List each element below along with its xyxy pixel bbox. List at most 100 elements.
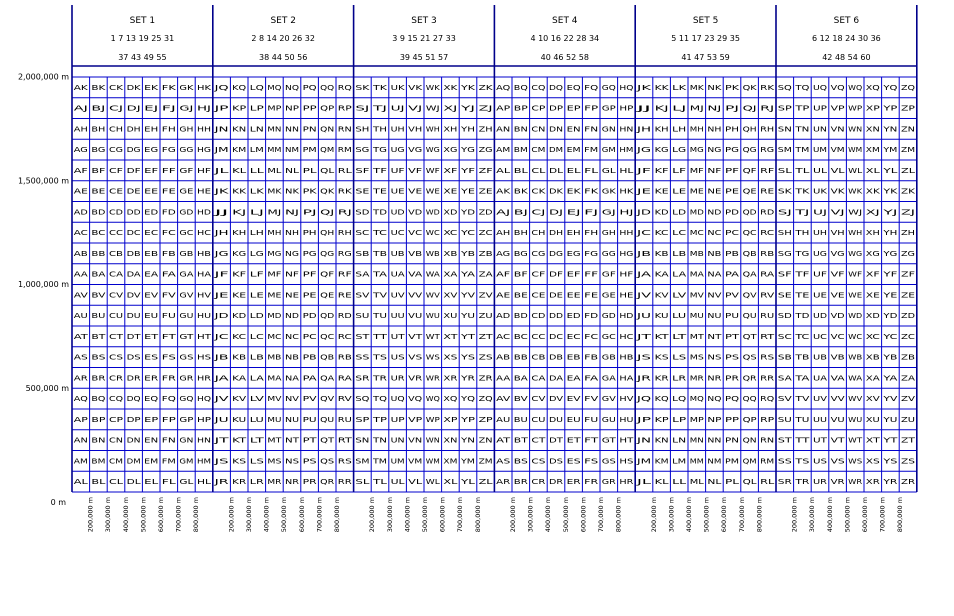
square-id-cell: AJ xyxy=(496,208,510,216)
x-axis-label: 200,000 m xyxy=(368,497,376,532)
square-id-cell: HA xyxy=(197,271,211,279)
x-axis-label: 200,000 m xyxy=(509,497,517,532)
square-id-cell: MS xyxy=(690,354,705,362)
square-id-cell: EJ xyxy=(144,105,158,113)
square-id-cell: UL xyxy=(813,167,827,175)
square-id-cell: DQ xyxy=(127,395,142,403)
square-id-cell: NL xyxy=(707,478,721,486)
x-axis-label: 300,000 m xyxy=(245,497,253,532)
square-id-cell: LA xyxy=(250,374,264,382)
square-id-cell: ES xyxy=(144,354,159,362)
square-id-cell: JF xyxy=(635,167,651,175)
square-id-cell: UF xyxy=(391,167,405,175)
square-id-cell: LB xyxy=(672,250,686,258)
square-id-cell: DK xyxy=(127,84,142,92)
square-id-cell: MH xyxy=(690,125,704,133)
square-id-cell: SU xyxy=(355,312,369,320)
square-id-cell: PS xyxy=(303,457,318,465)
square-id-cell: TP xyxy=(371,416,387,424)
square-id-cell: VN xyxy=(831,125,845,133)
square-id-cell: LV xyxy=(250,395,264,403)
square-id-cell: EU xyxy=(567,416,581,424)
square-id-cell: GA xyxy=(602,374,616,382)
square-id-cell: EL xyxy=(144,478,158,486)
square-id-cell: UB xyxy=(813,354,827,362)
square-id-cell: PB xyxy=(725,250,739,258)
square-id-cell: UE xyxy=(391,188,405,196)
x-axis-label: 600,000 m xyxy=(157,497,165,532)
square-id-cell: LV xyxy=(672,291,686,299)
square-id-cell: RM xyxy=(760,457,774,465)
square-id-cell: AE xyxy=(74,188,88,196)
square-id-cell: KD xyxy=(232,312,246,320)
square-id-cell: WD xyxy=(426,208,440,216)
square-id-cell: BM xyxy=(91,457,105,465)
square-id-cell: NP xyxy=(285,105,299,113)
square-id-cell: SJ xyxy=(355,105,369,113)
square-id-cell: LE xyxy=(250,291,264,299)
square-id-cell: CL xyxy=(531,167,545,175)
square-id-cell: GR xyxy=(602,478,616,486)
square-id-cell: CG xyxy=(109,146,123,154)
square-id-cell: DR xyxy=(127,374,141,382)
square-id-cell: XT xyxy=(443,333,458,341)
square-id-cell: UG xyxy=(813,250,827,258)
square-id-cell: WQ xyxy=(426,395,441,403)
square-id-cell: TK xyxy=(371,84,387,92)
square-id-cell: LA xyxy=(672,271,686,279)
square-id-cell: MD xyxy=(690,208,704,216)
square-id-cell: AB xyxy=(74,250,88,258)
square-id-cell: UH xyxy=(813,229,827,237)
square-id-cell: RJ xyxy=(338,208,352,216)
x-axis-label: 700,000 m xyxy=(456,497,464,532)
square-id-cell: XH xyxy=(443,125,457,133)
set-title: SET 4 xyxy=(552,16,578,26)
square-id-cell: YS xyxy=(459,354,475,362)
square-id-cell: SV xyxy=(355,291,369,299)
square-id-cell: UD xyxy=(813,312,827,320)
square-id-cell: RP xyxy=(338,105,352,113)
square-id-cell: SM xyxy=(778,146,792,154)
square-id-cell: QL xyxy=(743,478,757,486)
square-id-cell: NP xyxy=(707,416,721,424)
square-id-cell: BU xyxy=(91,312,105,320)
square-id-cell: LU xyxy=(672,312,686,320)
square-id-cell: CR xyxy=(531,478,545,486)
square-id-cell: ZP xyxy=(901,105,915,113)
x-axis: 200,000 m 300,000 m 400,000 m 500,000 m 600,… xyxy=(87,497,905,532)
x-axis-label: 700,000 m xyxy=(175,497,183,532)
square-id-cell: LF xyxy=(672,167,686,175)
square-id-cell: PM xyxy=(303,146,317,154)
square-id-cell: TL xyxy=(794,167,810,175)
square-id-cell: YC xyxy=(882,333,898,341)
square-id-cell: UP xyxy=(813,105,827,113)
square-id-cell: QB xyxy=(320,354,334,362)
square-id-cell: QQ xyxy=(320,84,335,92)
square-id-cell: FV xyxy=(584,395,598,403)
square-id-cell: XM xyxy=(443,457,457,465)
square-id-cell: MK xyxy=(690,84,705,92)
square-id-cell: AM xyxy=(74,457,88,465)
square-id-cell: BF xyxy=(514,271,528,279)
square-id-cell: QU xyxy=(320,416,334,424)
square-id-cell: ED xyxy=(567,312,581,320)
square-id-cell: DH xyxy=(549,229,563,237)
square-id-cell: NJ xyxy=(285,208,299,216)
square-id-cell: AF xyxy=(496,271,510,279)
square-id-cell: BL xyxy=(91,478,105,486)
square-id-cell: NL xyxy=(285,167,299,175)
square-id-cell: EU xyxy=(144,312,158,320)
square-id-cell: RN xyxy=(338,125,352,133)
square-id-cell: DH xyxy=(127,125,141,133)
square-id-cell: TQ xyxy=(372,395,388,403)
square-id-cell: SG xyxy=(355,146,369,154)
square-id-cell: PN xyxy=(303,125,317,133)
square-id-cell: EE xyxy=(144,188,158,196)
square-id-cell: MN xyxy=(267,125,281,133)
square-id-cell: LE xyxy=(672,188,686,196)
square-id-cell: QC xyxy=(320,333,334,341)
square-id-cell: BS xyxy=(514,457,529,465)
square-id-cell: KL xyxy=(232,167,246,175)
square-id-cell: NN xyxy=(707,437,721,445)
square-id-cell: LT xyxy=(250,437,265,445)
